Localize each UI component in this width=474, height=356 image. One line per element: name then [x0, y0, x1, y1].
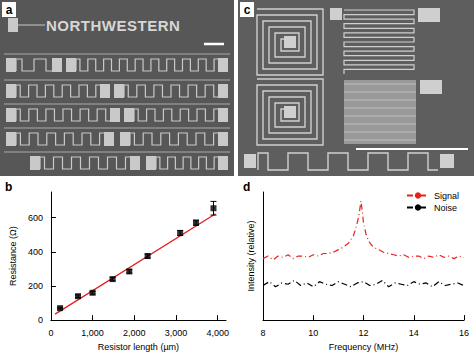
svg-text:a: a: [6, 3, 13, 17]
svg-text:12: 12: [358, 328, 368, 338]
svg-text:0: 0: [48, 328, 53, 338]
svg-text:NORTHWESTERN: NORTHWESTERN: [46, 17, 180, 34]
svg-text:Noise: Noise: [434, 203, 457, 213]
svg-text:14: 14: [409, 328, 419, 338]
svg-text:4,000: 4,000: [206, 328, 229, 338]
svg-text:400: 400: [28, 247, 43, 257]
svg-text:200: 200: [28, 281, 43, 291]
svg-text:Signal: Signal: [434, 191, 459, 201]
svg-text:0: 0: [38, 315, 43, 325]
svg-text:3,000: 3,000: [165, 328, 188, 338]
svg-text:Resistance (Ω): Resistance (Ω): [8, 226, 18, 286]
svg-text:10: 10: [308, 328, 318, 338]
svg-text:2,000: 2,000: [123, 328, 146, 338]
svg-text:600: 600: [28, 213, 43, 223]
svg-text:16: 16: [459, 328, 469, 338]
svg-text:8: 8: [260, 328, 265, 338]
svg-text:c: c: [244, 3, 251, 17]
svg-text:1,000: 1,000: [81, 328, 104, 338]
svg-text:d: d: [243, 180, 250, 194]
svg-text:b: b: [5, 180, 12, 194]
svg-text:Intensity (relative): Intensity (relative): [246, 221, 256, 292]
svg-text:Resistor length (µm): Resistor length (µm): [98, 342, 179, 352]
svg-text:Frequency (MHz): Frequency (MHz): [329, 342, 399, 352]
